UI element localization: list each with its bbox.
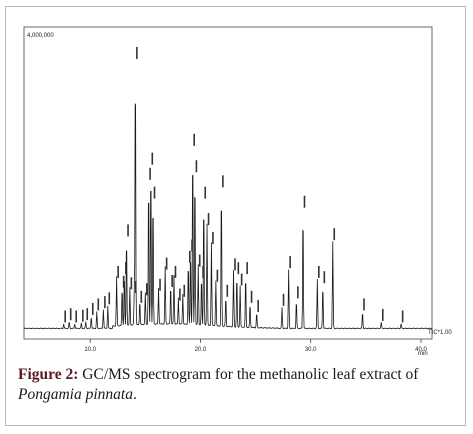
tic-trace — [23, 103, 433, 330]
chromatogram-plot: 4,000,000 TIC*1.00 min 10.0 20.0 30.0 40.0 — [14, 15, 459, 355]
x-tick-label: 40.0 — [415, 347, 427, 353]
x-tick-label: 30.0 — [305, 347, 317, 353]
y-max-label: 4,000,000 — [27, 33, 54, 39]
figure-frame: 4,000,000 TIC*1.00 min 10.0 20.0 30.0 40.0 … — [5, 6, 466, 426]
chromatogram-svg: 4,000,000 TIC*1.00 min 10.0 20.0 30.0 40.0 — [23, 26, 452, 355]
peak-markers — [64, 46, 404, 323]
species-name: Pongamia pinnata — [18, 386, 133, 403]
x-tick-label: 20.0 — [195, 347, 207, 353]
plot-area-border — [23, 26, 433, 340]
caption-end: . — [132, 386, 137, 403]
x-unit-label: min — [418, 351, 428, 355]
series-label: TIC*1.00 — [428, 330, 452, 336]
x-tick-label: 10.0 — [84, 347, 96, 353]
x-axis-ticks: 10.0 20.0 30.0 40.0 — [84, 339, 427, 353]
caption-text: GC/MS spectrogram for the methanolic lea… — [78, 366, 419, 383]
figure-number: Figure 2: — [18, 366, 79, 383]
figure-caption: Figure 2: GC/MS spectrogram for the meth… — [18, 365, 466, 405]
